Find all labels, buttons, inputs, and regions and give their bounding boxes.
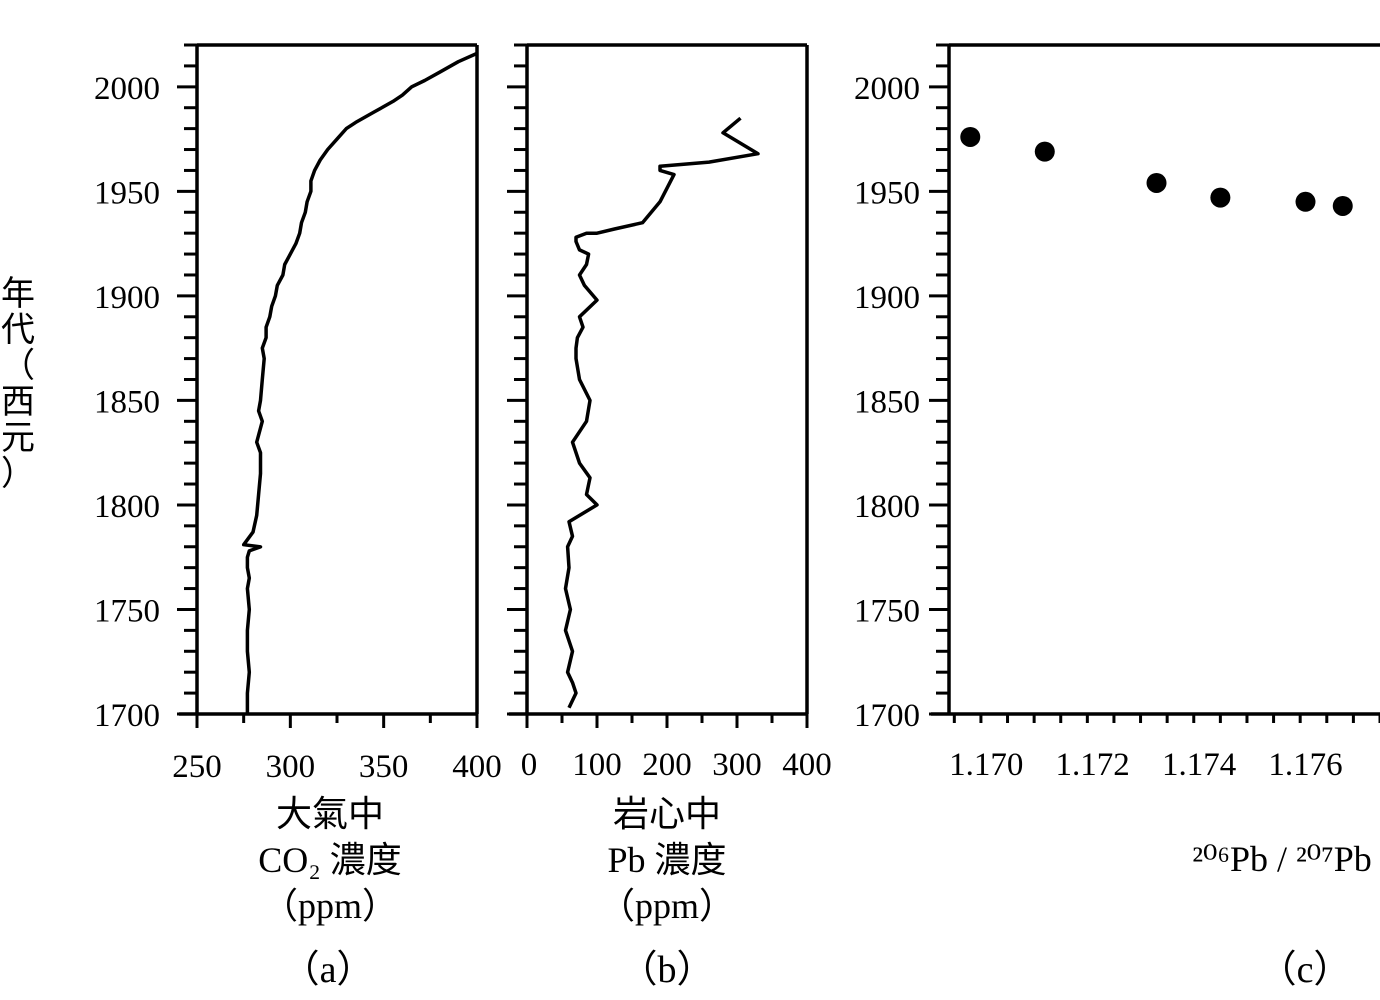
- panel-label: （b）: [619, 949, 714, 991]
- x-tick-label: 1.170: [949, 747, 1023, 783]
- y-tick-label: 1850: [94, 384, 160, 420]
- y-tick-label: 1950: [854, 175, 920, 211]
- x-axis-label-line: （ppm）: [599, 886, 735, 926]
- x-axis-label: ²⁰⁶Pb / ²⁰⁷Pb: [1192, 839, 1372, 879]
- chart-panel-b: 0 100 200 300 400 岩心中 Pb 濃度 （ppm） （b）: [507, 43, 832, 991]
- y-tick-label: 1900: [94, 280, 160, 316]
- x-axis-label-line: 大氣中: [276, 794, 384, 834]
- y-tick-label: 1850: [854, 384, 920, 420]
- chart-panel-a: 1700 1750 1800 1850 1900 1950 2000 250 300 350 400…: [94, 43, 502, 991]
- data-point: [1295, 191, 1316, 212]
- y-tick-label: 1950: [94, 175, 160, 211]
- x-axis-label-line: CO₂ 濃度: [258, 840, 402, 880]
- x-tick-label: 200: [642, 747, 692, 783]
- y-tick-label: 1800: [94, 489, 160, 525]
- y-tick-label: 1750: [94, 593, 160, 629]
- y-tick-label: 1800: [854, 489, 920, 525]
- y-axis-label-char: 代: [1, 312, 35, 349]
- data-point: [1210, 187, 1231, 208]
- x-axis-label-line: 岩心中: [613, 794, 721, 834]
- x-tick-label: 0: [521, 747, 538, 783]
- x-tick-label: 300: [266, 749, 316, 785]
- data-point: [960, 126, 981, 147]
- y-tick-label: 2000: [94, 71, 160, 107]
- chart-panel-c: 1700 1750 1800 1850 1900 1950 2000 1.170 1.172 1.…: [854, 43, 1380, 991]
- x-axis-label-line: （ppm）: [262, 886, 398, 926]
- y-tick-label: 1900: [854, 280, 920, 316]
- x-tick-label: 400: [782, 747, 832, 783]
- series-line: [241, 51, 478, 714]
- y-axis-label-char: 年: [1, 275, 35, 313]
- y-axis-label-char: 元: [1, 420, 35, 457]
- data-point: [1332, 195, 1353, 216]
- series-line: [563, 116, 760, 709]
- y-tick-label: 2000: [854, 71, 920, 107]
- data-point: [1034, 141, 1055, 162]
- x-tick-label: 100: [572, 747, 622, 783]
- x-tick-label: 1.176: [1268, 747, 1342, 783]
- x-tick-label: 350: [359, 749, 409, 785]
- data-point: [1146, 172, 1167, 193]
- x-tick-label: 300: [712, 747, 762, 783]
- y-axis-label-char: 西: [1, 384, 35, 421]
- y-axis-label-char: （: [1, 347, 35, 385]
- panel-label: （c）: [1259, 949, 1352, 991]
- x-tick-label: 250: [172, 749, 222, 785]
- x-axis-label-line: Pb 濃度: [607, 840, 726, 880]
- panel-label: （a）: [282, 949, 375, 991]
- y-tick-label: 1700: [94, 698, 160, 734]
- y-tick-label: 1750: [854, 593, 920, 629]
- y-axis-label: 年代（西元）: [1, 275, 35, 493]
- x-tick-label: 1.174: [1162, 747, 1236, 783]
- x-tick-label: 1.172: [1056, 747, 1130, 783]
- y-axis-label-char: ）: [1, 455, 35, 493]
- x-tick-label: 400: [452, 749, 502, 785]
- y-tick-label: 1700: [854, 698, 920, 734]
